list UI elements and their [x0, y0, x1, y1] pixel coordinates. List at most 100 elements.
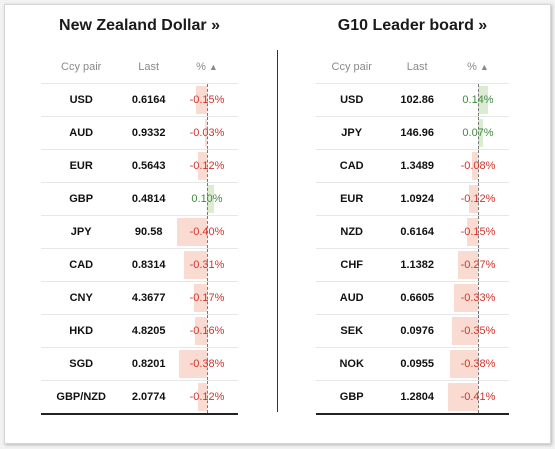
table-row[interactable]: JPY 90.58 -0.40%	[41, 215, 238, 249]
ccy-pair-cell[interactable]: CNY	[41, 281, 122, 315]
g10-table-body: USD 102.86 0.14% JPY 146.96 0.07% CAD 1.3489 -0.…	[316, 83, 509, 415]
ccy-pair-cell[interactable]: CAD	[316, 149, 388, 183]
negative-change-bar	[469, 185, 478, 213]
ccy-pair-cell[interactable]: EUR	[316, 182, 388, 216]
table-row[interactable]: GBP/NZD 2.0774 -0.12%	[41, 380, 238, 415]
ccy-pair-cell[interactable]: USD	[316, 83, 388, 117]
zero-line	[207, 117, 208, 149]
panel-divider	[277, 50, 278, 412]
negative-change-bar	[194, 284, 207, 312]
zero-line	[478, 348, 479, 380]
table-row[interactable]: GBP 0.4814 0.10%	[41, 182, 238, 216]
sort-up-icon[interactable]: ▲	[208, 62, 218, 72]
g10-panel-title[interactable]: G10 Leader board »	[337, 17, 488, 34]
pct-change-value: -0.41%	[460, 391, 496, 403]
sort-up-icon[interactable]: ▲	[479, 62, 489, 72]
last-price-cell: 0.5643	[121, 149, 176, 183]
ccy-pair-cell[interactable]: JPY	[41, 215, 122, 249]
last-price-cell: 4.3677	[121, 281, 176, 315]
pct-change-value: -0.38%	[189, 358, 225, 370]
table-row[interactable]: CAD 0.8314 -0.31%	[41, 248, 238, 282]
last-price-cell: 1.0924	[387, 182, 447, 216]
table-row[interactable]: CHF 1.1382 -0.27%	[316, 248, 509, 282]
ccy-pair-cell[interactable]: USD	[41, 83, 122, 117]
pct-change-cell: -0.38%	[176, 347, 238, 381]
pct-change-cell: -0.38%	[447, 347, 509, 381]
table-row[interactable]: NOK 0.0955 -0.38%	[316, 347, 509, 381]
col-header-pct[interactable]: % ▲	[447, 51, 509, 84]
negative-change-bar	[447, 383, 478, 411]
table-row[interactable]: AUD 0.6605 -0.33%	[316, 281, 509, 315]
pct-change-cell: 0.07%	[447, 116, 509, 150]
pct-change-cell: -0.40%	[176, 215, 238, 249]
pct-change-value: -0.12%	[189, 160, 225, 172]
ccy-pair-cell[interactable]: AUD	[316, 281, 388, 315]
negative-change-bar	[178, 350, 207, 378]
pct-change-cell: -0.31%	[176, 248, 238, 282]
table-row[interactable]: USD 102.86 0.14%	[316, 83, 509, 117]
table-row[interactable]: NZD 0.6164 -0.15%	[316, 215, 509, 249]
pct-change-value: -0.08%	[460, 160, 496, 172]
pct-change-value: -0.17%	[189, 292, 225, 304]
zero-line	[478, 315, 479, 347]
col-header-pair[interactable]: Ccy pair	[316, 51, 388, 84]
pct-change-cell: -0.27%	[447, 248, 509, 282]
negative-change-bar	[195, 86, 207, 114]
last-price-cell: 102.86	[387, 83, 447, 117]
table-row[interactable]: SEK 0.0976 -0.35%	[316, 314, 509, 348]
ccy-pair-cell[interactable]: GBP/NZD	[41, 380, 122, 415]
negative-change-bar	[195, 317, 207, 345]
nzd-panel-title[interactable]: New Zealand Dollar »	[59, 17, 220, 34]
table-row[interactable]: SGD 0.8201 -0.38%	[41, 347, 238, 381]
negative-change-bar	[204, 119, 207, 147]
col-header-pct[interactable]: % ▲	[176, 51, 238, 84]
table-row[interactable]: JPY 146.96 0.07%	[316, 116, 509, 150]
ccy-pair-cell[interactable]: GBP	[41, 182, 122, 216]
col-header-last[interactable]: Last	[121, 51, 176, 84]
col-header-pct-label: %	[196, 61, 206, 73]
ccy-pair-cell[interactable]: HKD	[41, 314, 122, 348]
zero-line	[478, 381, 479, 413]
pct-change-cell: -0.17%	[176, 281, 238, 315]
pct-change-value: 0.14%	[462, 94, 494, 106]
negative-change-bar	[198, 152, 207, 180]
ccy-pair-cell[interactable]: JPY	[316, 116, 388, 150]
col-header-last[interactable]: Last	[387, 51, 447, 84]
col-header-pair[interactable]: Ccy pair	[41, 51, 122, 84]
last-price-cell: 2.0774	[121, 380, 176, 415]
pct-change-cell: -0.12%	[176, 380, 238, 415]
ccy-pair-cell[interactable]: SGD	[41, 347, 122, 381]
table-row[interactable]: CAD 1.3489 -0.08%	[316, 149, 509, 183]
last-price-cell: 90.58	[121, 215, 176, 249]
ccy-pair-cell[interactable]: CAD	[41, 248, 122, 282]
ccy-pair-cell[interactable]: EUR	[41, 149, 122, 183]
table-row[interactable]: EUR 1.0924 -0.12%	[316, 182, 509, 216]
negative-change-bar	[453, 284, 478, 312]
table-row[interactable]: USD 0.6164 -0.15%	[41, 83, 238, 117]
pct-change-value: -0.15%	[189, 94, 225, 106]
last-price-cell: 1.1382	[387, 248, 447, 282]
last-price-cell: 0.9332	[121, 116, 176, 150]
negative-change-bar	[466, 218, 478, 246]
last-price-cell: 0.6605	[387, 281, 447, 315]
table-row[interactable]: HKD 4.8205 -0.16%	[41, 314, 238, 348]
pct-change-value: -0.15%	[460, 226, 496, 238]
ccy-pair-cell[interactable]: SEK	[316, 314, 388, 348]
zero-line	[478, 150, 479, 182]
pct-change-cell: -0.15%	[447, 215, 509, 249]
pct-change-cell: 0.14%	[447, 83, 509, 117]
last-price-cell: 1.2804	[387, 380, 447, 415]
ccy-pair-cell[interactable]: GBP	[316, 380, 388, 415]
ccy-pair-cell[interactable]: AUD	[41, 116, 122, 150]
ccy-pair-cell[interactable]: NZD	[316, 215, 388, 249]
last-price-cell: 0.8201	[121, 347, 176, 381]
zero-line	[207, 249, 208, 281]
table-row[interactable]: AUD 0.9332 -0.03%	[41, 116, 238, 150]
ccy-pair-cell[interactable]: CHF	[316, 248, 388, 282]
ccy-pair-cell[interactable]: NOK	[316, 347, 388, 381]
table-row[interactable]: EUR 0.5643 -0.12%	[41, 149, 238, 183]
table-row[interactable]: CNY 4.3677 -0.17%	[41, 281, 238, 315]
table-header-row: Ccy pair Last % ▲	[41, 51, 238, 84]
zero-line	[478, 84, 479, 116]
table-row[interactable]: GBP 1.2804 -0.41%	[316, 380, 509, 415]
